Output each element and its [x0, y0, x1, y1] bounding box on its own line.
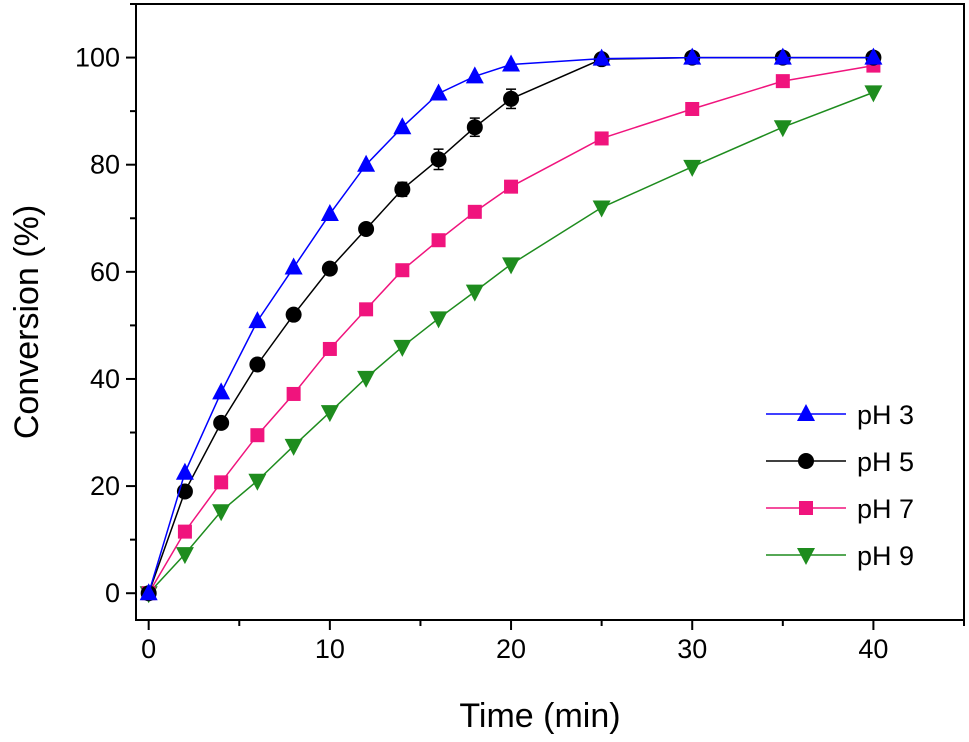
data-point	[175, 547, 194, 565]
data-point	[320, 405, 339, 423]
x-tick-label: 20	[496, 634, 526, 664]
data-point	[503, 90, 520, 107]
legend: pH 3 pH 5 pH 7 pH 9	[766, 400, 914, 571]
data-point	[212, 504, 231, 522]
legend-label: pH 5	[857, 447, 914, 477]
data-point	[320, 203, 339, 221]
legend-entry: pH 5	[766, 447, 914, 477]
data-point	[592, 48, 611, 66]
data-point	[429, 311, 448, 329]
y-tick-label: 100	[75, 43, 120, 73]
data-point	[357, 154, 376, 172]
legend-marker	[797, 548, 815, 565]
data-point	[213, 414, 230, 431]
axis-tick-labels: 0 10 20 30 40 0 20 40 60 80 100	[75, 43, 888, 664]
data-point	[249, 356, 266, 373]
data-point	[773, 47, 792, 65]
x-axis-label: Time (min)	[459, 697, 620, 735]
data-point	[286, 386, 301, 401]
x-tick-label: 10	[315, 634, 345, 664]
data-point	[431, 233, 446, 248]
legend-label: pH 7	[857, 494, 914, 524]
plot-frame	[135, 3, 965, 621]
data-point	[284, 438, 303, 456]
data-point	[177, 524, 192, 539]
data-point	[359, 302, 374, 317]
x-tick-label: 0	[141, 634, 156, 664]
series-layer	[139, 47, 883, 604]
y-tick-label: 20	[90, 471, 120, 501]
legend-entry: pH 3	[766, 400, 914, 430]
data-point	[394, 181, 411, 198]
data-point	[358, 220, 375, 237]
data-point	[502, 54, 521, 72]
data-point	[594, 131, 609, 146]
data-point	[466, 119, 483, 136]
y-tick-label: 40	[90, 364, 120, 394]
data-point	[285, 306, 302, 323]
y-tick-label: 60	[90, 257, 120, 287]
data-point	[864, 47, 883, 65]
legend-label: pH 3	[857, 400, 914, 430]
data-point	[357, 370, 376, 388]
data-point	[592, 200, 611, 218]
data-point	[212, 382, 231, 400]
data-point	[393, 339, 412, 357]
legend-label: pH 9	[857, 541, 914, 571]
series-ph-9	[139, 85, 883, 604]
legend-marker	[797, 404, 815, 421]
data-point	[685, 101, 700, 116]
data-point	[465, 284, 484, 302]
axis-ticks	[126, 3, 965, 630]
y-axis-label: Conversion (%)	[8, 205, 46, 439]
data-point	[467, 204, 482, 219]
data-point	[248, 311, 267, 329]
data-point	[864, 85, 883, 103]
data-point	[683, 159, 702, 177]
data-point	[250, 428, 265, 443]
x-tick-label: 30	[677, 634, 707, 664]
series-line-ph-9	[148, 91, 874, 594]
data-point	[430, 151, 447, 168]
series-ph-3	[139, 47, 883, 601]
y-tick-label: 0	[105, 578, 120, 608]
legend-marker	[799, 501, 813, 515]
data-point	[139, 583, 158, 601]
data-point	[775, 74, 790, 89]
legend-entry: pH 9	[766, 541, 914, 571]
series-ph-7	[141, 58, 881, 601]
data-point	[504, 179, 519, 194]
data-point	[393, 117, 412, 135]
data-point	[683, 47, 702, 65]
legend-marker	[798, 453, 814, 469]
data-point	[773, 120, 792, 138]
series-line-ph-7	[148, 64, 874, 594]
x-tick-label: 40	[858, 634, 888, 664]
data-point	[502, 257, 521, 275]
data-point	[321, 260, 338, 277]
data-point	[248, 473, 267, 491]
data-point	[214, 475, 229, 490]
data-point	[395, 263, 410, 278]
data-point	[429, 83, 448, 101]
data-point	[175, 462, 194, 480]
y-tick-label: 80	[90, 150, 120, 180]
data-point	[465, 66, 484, 84]
data-point	[322, 341, 337, 356]
legend-entry: pH 7	[766, 494, 914, 524]
data-point	[284, 257, 303, 275]
